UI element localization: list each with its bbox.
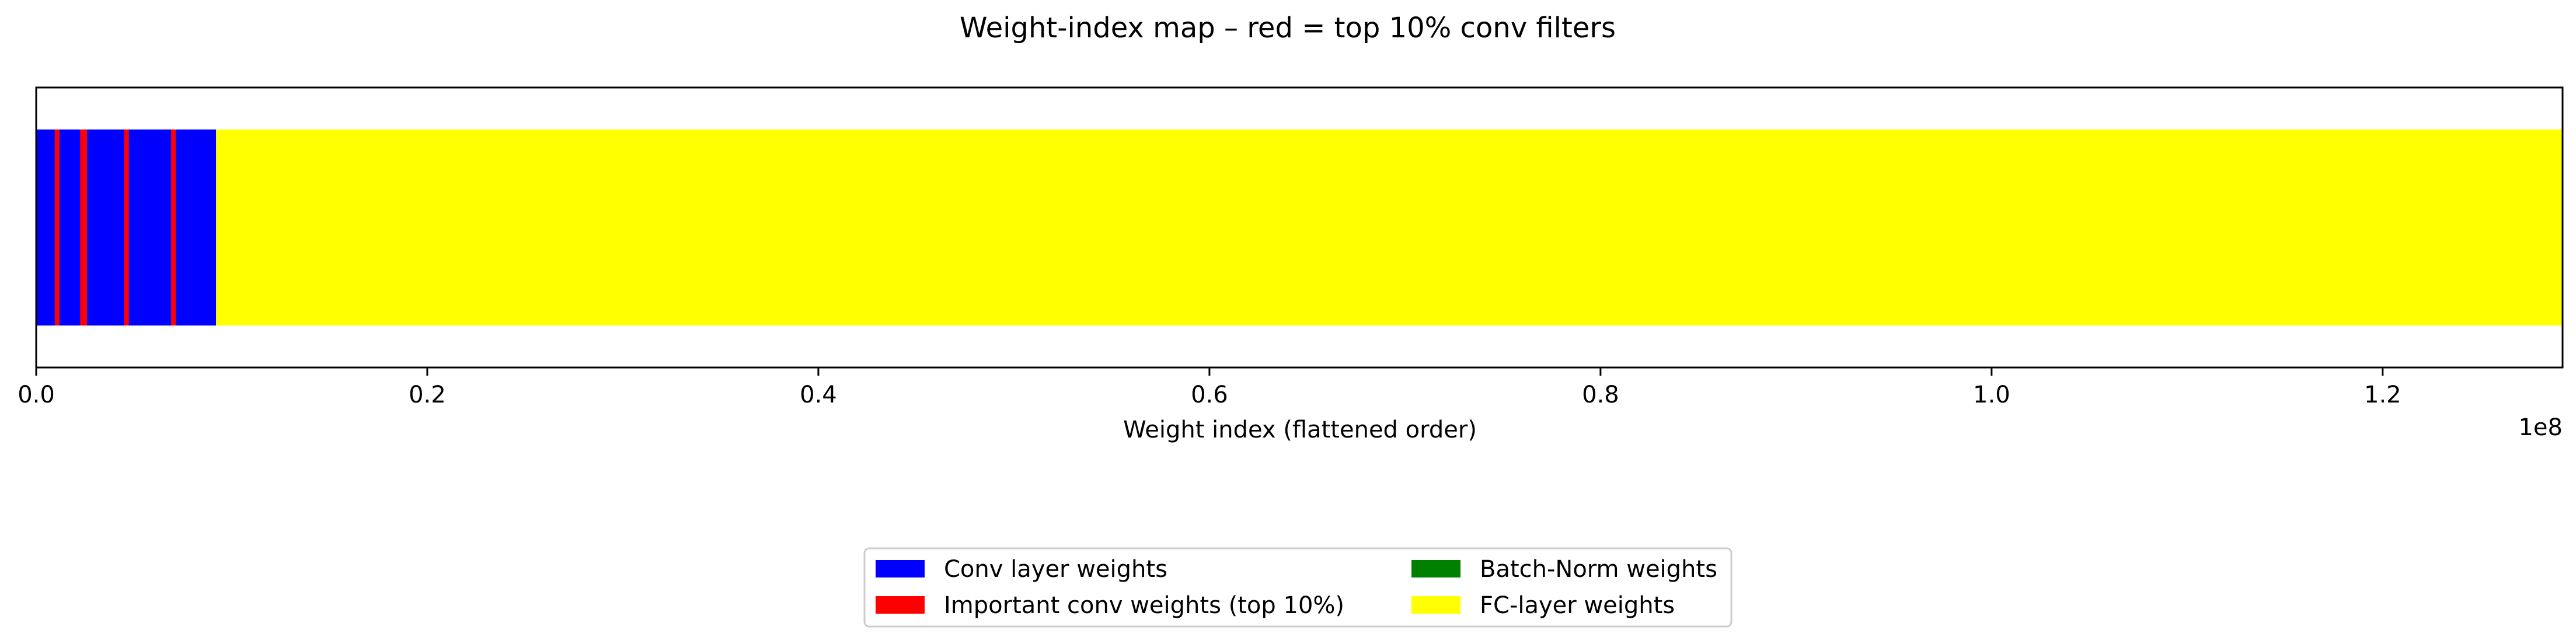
- legend-label-0: Conv layer weights: [944, 556, 1167, 583]
- x-tick-label-6: 1.2: [2364, 382, 2401, 408]
- segments-layer: [36, 130, 2563, 326]
- legend-swatch-3: [1411, 596, 1460, 614]
- x-axis-offset-label: 1e8: [2518, 414, 2563, 441]
- x-tick-label-2: 0.4: [800, 382, 837, 408]
- legend-label-3: FC-layer weights: [1480, 592, 1675, 619]
- x-tick-label-4: 0.8: [1582, 382, 1619, 408]
- x-tick-label-0: 0.0: [18, 382, 55, 408]
- x-axis-ticks: 0.0 0.2 0.4 0.6 0.8 1.0 1.2: [18, 368, 2401, 408]
- legend-swatch-2: [1411, 560, 1460, 578]
- segment-fc-layer-weights-1: [216, 130, 2563, 326]
- important-marker-0: [54, 130, 60, 326]
- legend-frame: [863, 547, 1733, 628]
- important-marker-2: [124, 130, 129, 326]
- legend-label-1: Important conv weights (top 10%): [944, 592, 1344, 619]
- x-tick-label-5: 1.0: [1973, 382, 2010, 408]
- x-tick-label-1: 0.2: [409, 382, 446, 408]
- legend-label-2: Batch-Norm weights: [1480, 556, 1717, 583]
- legend-swatch-1: [876, 596, 925, 614]
- important-marker-1: [80, 130, 88, 326]
- chart-title: Weight-index map – red = top 10% conv fi…: [960, 12, 1616, 44]
- x-axis-label: Weight index (flattened order): [1123, 416, 1477, 443]
- legend-items: Conv layer weights Important conv weights…: [876, 556, 1717, 619]
- important-markers-layer: [54, 130, 176, 326]
- x-tick-label-3: 0.6: [1191, 382, 1228, 408]
- important-marker-3: [171, 130, 176, 326]
- legend: Conv layer weights Important conv weights…: [863, 547, 1733, 628]
- plot-frame: [35, 86, 2564, 369]
- legend-swatch-0: [876, 560, 925, 578]
